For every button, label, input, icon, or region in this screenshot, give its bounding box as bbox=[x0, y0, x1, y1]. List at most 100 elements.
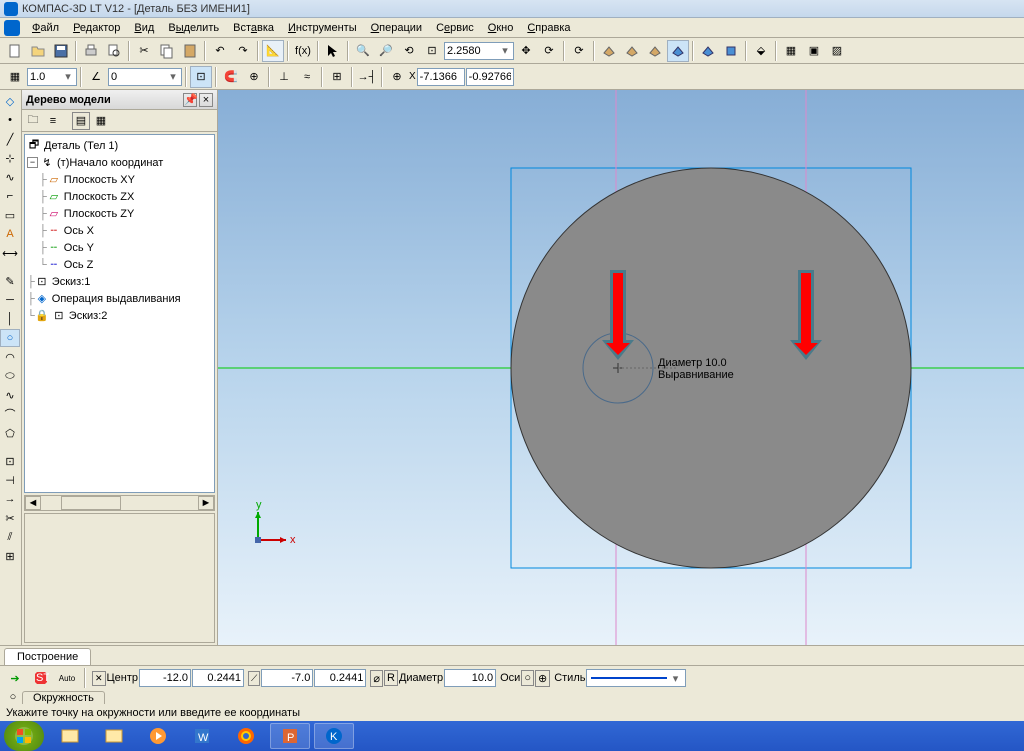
tool-text-icon[interactable]: A bbox=[0, 225, 20, 243]
view3-icon[interactable] bbox=[644, 40, 666, 62]
snap2-icon[interactable]: 🧲 bbox=[220, 66, 242, 88]
style-dropdown[interactable]: ▾ bbox=[586, 669, 686, 687]
center-y-input[interactable] bbox=[192, 669, 244, 687]
tool-dim-icon[interactable]: ⟷ bbox=[0, 244, 20, 262]
task-item-6[interactable]: P bbox=[270, 723, 310, 749]
refresh-icon[interactable]: ⟳ bbox=[568, 40, 590, 62]
tool-extend-icon[interactable]: → bbox=[0, 490, 20, 508]
tool-hline-icon[interactable]: ─ bbox=[0, 291, 20, 309]
model-tree[interactable]: 🗗 Деталь (Тел 1) − ↯ (т)Начало координат… bbox=[24, 134, 215, 493]
zoom-fit-icon[interactable]: ⊡ bbox=[421, 40, 443, 62]
tab-construction[interactable]: Построение bbox=[4, 648, 91, 665]
point-lock-icon[interactable]: ⟋ bbox=[248, 671, 260, 686]
open-icon[interactable] bbox=[27, 40, 49, 62]
coord-x-input[interactable] bbox=[417, 68, 465, 86]
menu-insert[interactable]: Вставка bbox=[227, 20, 280, 36]
ortho-icon[interactable]: ⊥ bbox=[273, 66, 295, 88]
tree-scrollbar[interactable]: ◄ ► bbox=[24, 495, 215, 511]
snap3-icon[interactable]: ⊕ bbox=[243, 66, 265, 88]
tool-arc-icon[interactable]: ◠ bbox=[0, 348, 20, 366]
tool-line-icon[interactable]: ╱ bbox=[0, 130, 20, 148]
tool-rect-icon[interactable]: ▭ bbox=[0, 206, 20, 224]
layers-icon[interactable]: ▦ bbox=[780, 40, 802, 62]
tree-mode2-icon[interactable]: ≡ bbox=[44, 112, 62, 130]
grid-icon[interactable]: ▦ bbox=[4, 66, 26, 88]
zoom-in-icon[interactable]: 🔎 bbox=[375, 40, 397, 62]
tab-circle[interactable]: Окружность bbox=[22, 691, 105, 704]
continue-icon[interactable]: →┤ bbox=[356, 66, 378, 88]
tree-origin[interactable]: − ↯ (т)Начало координат bbox=[27, 154, 212, 171]
var-icon[interactable]: f(x) bbox=[292, 40, 314, 62]
tool-break-icon[interactable]: ⊣ bbox=[0, 471, 20, 489]
snap1-icon[interactable]: ⊡ bbox=[190, 66, 212, 88]
tool-ellipse-icon[interactable]: ⬭ bbox=[0, 367, 20, 385]
cursor-icon[interactable] bbox=[322, 40, 344, 62]
tree-axis-y[interactable]: ├ ╌ Ось Y bbox=[27, 239, 212, 256]
diam-mode-icon[interactable]: ⌀ bbox=[370, 670, 383, 687]
tool-spline-icon[interactable]: ∿ bbox=[0, 168, 20, 186]
pt-x-input[interactable] bbox=[261, 669, 313, 687]
axis-off-icon[interactable]: ○ bbox=[521, 670, 534, 686]
tool-point-icon[interactable]: • bbox=[0, 111, 20, 129]
print-icon[interactable] bbox=[80, 40, 102, 62]
zoom-prev-icon[interactable]: ⟲ bbox=[398, 40, 420, 62]
tool-geometry-icon[interactable]: ◇ bbox=[0, 92, 20, 110]
task-item-3[interactable] bbox=[138, 723, 178, 749]
coord-lock-icon[interactable]: ⊕ bbox=[386, 66, 408, 88]
tree-mode3-icon[interactable]: ▤ bbox=[72, 112, 90, 130]
section-icon[interactable]: ▨ bbox=[826, 40, 848, 62]
preview-icon[interactable] bbox=[103, 40, 125, 62]
rotate-icon[interactable]: ⟳ bbox=[538, 40, 560, 62]
tool-vline-icon[interactable]: │ bbox=[0, 310, 20, 328]
tool-proj-icon[interactable]: ⊡ bbox=[0, 452, 20, 470]
tool-edit-icon[interactable]: ✎ bbox=[0, 272, 20, 290]
angle-icon[interactable]: ∠ bbox=[85, 66, 107, 88]
menu-service[interactable]: Сервис bbox=[430, 20, 480, 36]
task-item-2[interactable] bbox=[94, 723, 134, 749]
menu-window[interactable]: Окно bbox=[482, 20, 520, 36]
center-x-input[interactable] bbox=[139, 669, 191, 687]
zoom-window-icon[interactable]: 🔍 bbox=[352, 40, 374, 62]
menu-help[interactable]: Справка bbox=[521, 20, 576, 36]
tree-root[interactable]: 🗗 Деталь (Тел 1) bbox=[27, 137, 212, 154]
simplify-icon[interactable]: ▣ bbox=[803, 40, 825, 62]
copy-icon[interactable] bbox=[156, 40, 178, 62]
zoom-dropdown[interactable]: 2.2580 ▾ bbox=[444, 42, 514, 60]
tool-bezier-icon[interactable]: ∿ bbox=[0, 386, 20, 404]
view5-icon[interactable] bbox=[697, 40, 719, 62]
tool-fillet-icon[interactable]: ⌒ bbox=[0, 405, 20, 423]
pt-y-input[interactable] bbox=[314, 669, 366, 687]
menu-select[interactable]: Выделить bbox=[162, 20, 225, 36]
task-item-5[interactable] bbox=[226, 723, 266, 749]
stop-icon[interactable]: STOP bbox=[30, 667, 52, 689]
apply-icon[interactable]: ➔ bbox=[4, 667, 26, 689]
start-button[interactable] bbox=[4, 721, 44, 751]
panel-close-icon[interactable]: × bbox=[199, 93, 213, 107]
tool-collect-icon[interactable]: ⊞ bbox=[0, 547, 20, 565]
grid-step-dropdown[interactable]: 1.0 ▾ bbox=[27, 68, 77, 86]
redo-icon[interactable]: ↷ bbox=[232, 40, 254, 62]
new-icon[interactable] bbox=[4, 40, 26, 62]
center-lock-icon[interactable]: ✕ bbox=[92, 671, 106, 686]
sketch-icon[interactable]: 📐 bbox=[262, 40, 284, 62]
tree-extrude[interactable]: ├ ◈ Операция выдавливания bbox=[27, 290, 212, 307]
tool-chamfer-icon[interactable]: ⌐ bbox=[0, 187, 20, 205]
tree-plane-zy[interactable]: ├ ▱ Плоскость ZY bbox=[27, 205, 212, 222]
view2-icon[interactable] bbox=[621, 40, 643, 62]
param-icon[interactable]: ⊞ bbox=[326, 66, 348, 88]
tool-poly-icon[interactable]: ⬠ bbox=[0, 424, 20, 442]
rad-mode-icon[interactable]: R bbox=[384, 670, 398, 686]
coord-y-input[interactable] bbox=[466, 68, 514, 86]
tool-axis-icon[interactable]: ⊹ bbox=[0, 149, 20, 167]
angle-dropdown[interactable]: 0 ▾ bbox=[108, 68, 182, 86]
auto-icon[interactable]: Auto bbox=[56, 667, 78, 689]
menu-file[interactable]: Файл bbox=[26, 20, 65, 36]
tool-equid-icon[interactable]: ⫽ bbox=[0, 528, 20, 546]
task-item-1[interactable] bbox=[50, 723, 90, 749]
axis-on-icon[interactable]: ⊕ bbox=[535, 670, 550, 687]
undo-icon[interactable]: ↶ bbox=[209, 40, 231, 62]
menu-tools[interactable]: Инструменты bbox=[282, 20, 363, 36]
tool-circle-icon[interactable]: ○ bbox=[0, 329, 20, 347]
tree-axis-x[interactable]: ├ ╌ Ось X bbox=[27, 222, 212, 239]
task-item-4[interactable]: W bbox=[182, 723, 222, 749]
